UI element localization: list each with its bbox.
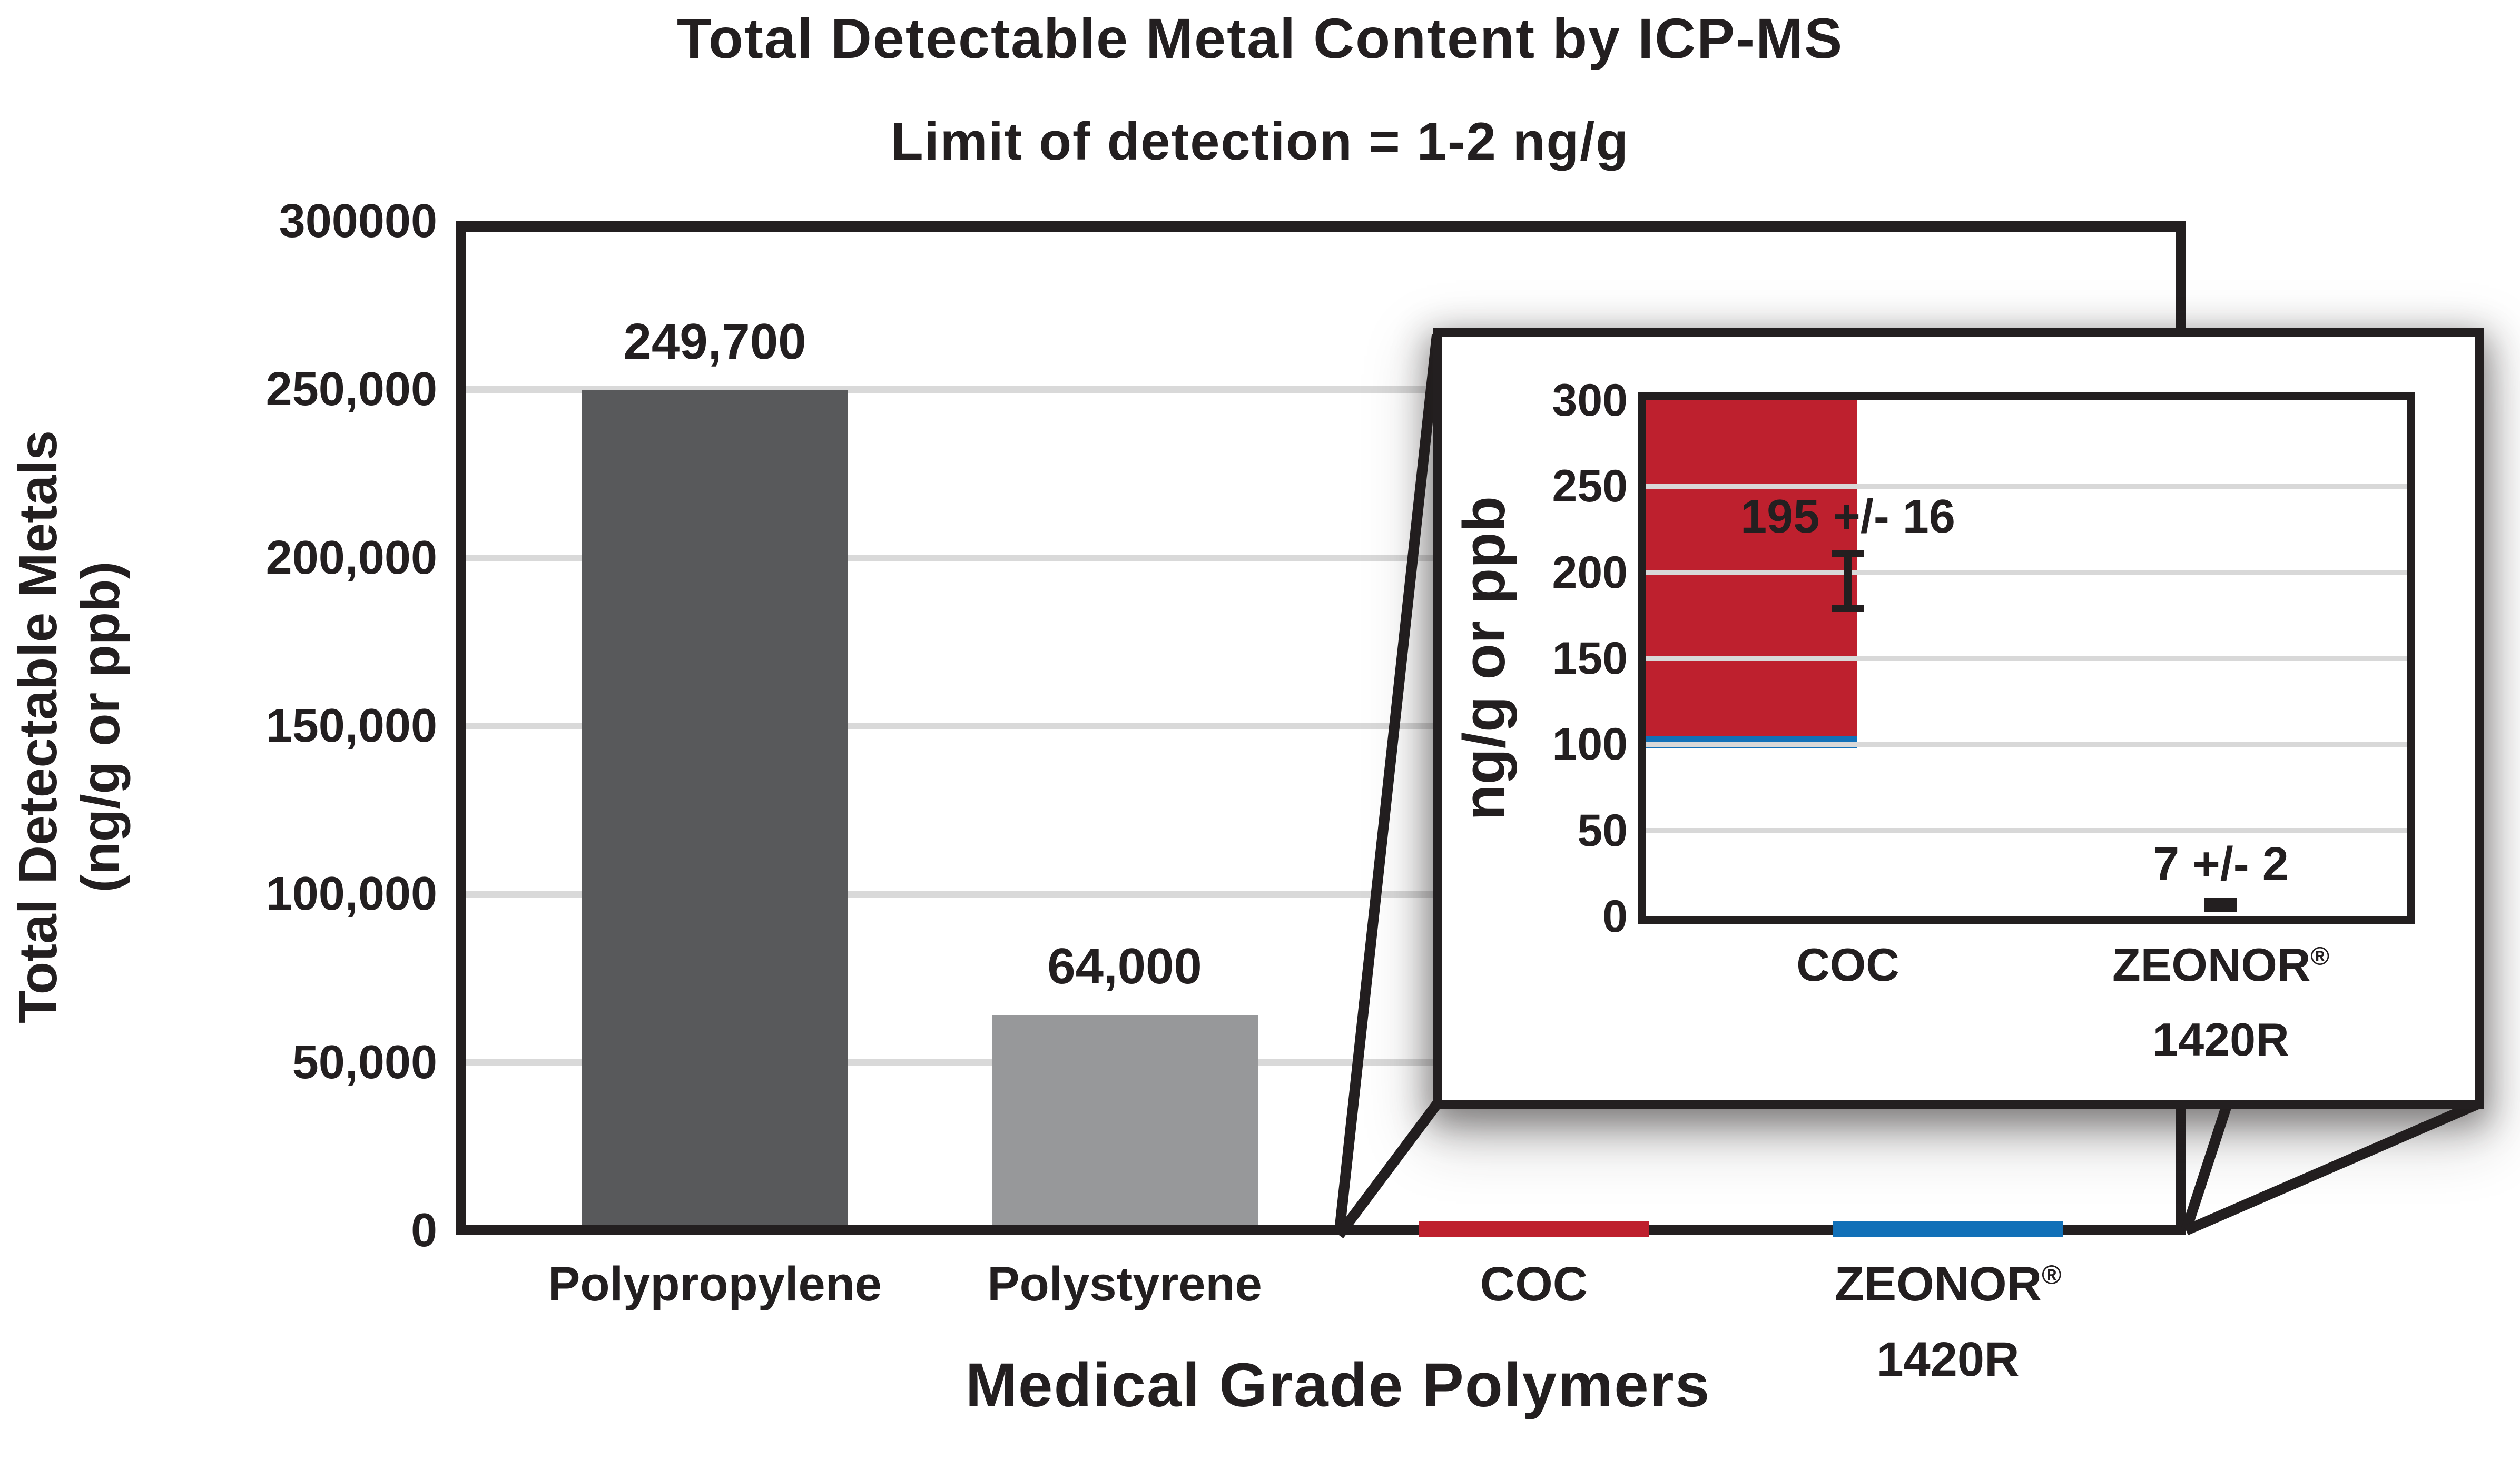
y-tick-label: 50,000 bbox=[292, 1036, 437, 1089]
inset-y-tick-label: 50 bbox=[1577, 805, 1628, 856]
x-tick-label: ZEONOR® bbox=[1834, 1257, 2062, 1311]
callout-line-left-bottom bbox=[1334, 1101, 1442, 1238]
bar-polystyrene bbox=[991, 1015, 1258, 1230]
inset-x-tick-label: COC bbox=[1796, 939, 1899, 991]
inset-y-tick-label: 100 bbox=[1552, 719, 1628, 770]
inset-gridline bbox=[1646, 656, 2407, 661]
inset-bar-value-label: 7 +/- 2 bbox=[2153, 837, 2289, 891]
bar-value-label: 249,700 bbox=[623, 313, 806, 370]
bar-polypropylene bbox=[582, 390, 848, 1230]
x-tick-label: Polystyrene bbox=[987, 1257, 1262, 1311]
inset-bar-coc bbox=[1646, 400, 1857, 736]
y-tick-label: 300000 bbox=[279, 195, 437, 248]
bar-coc bbox=[1419, 1221, 1649, 1237]
error-bar-cap-top bbox=[2204, 897, 2237, 905]
error-bar-stem bbox=[1844, 553, 1852, 609]
inset-gridline bbox=[1646, 827, 2407, 833]
error-bar-cap-bottom bbox=[2204, 904, 2237, 912]
inset-plot-frame bbox=[1638, 392, 2415, 924]
x-tick-label: 1420R bbox=[1876, 1333, 2020, 1386]
error-bar-cap-bottom bbox=[1832, 605, 1864, 613]
y-tick-label: 100,000 bbox=[265, 867, 437, 921]
chart-title: Total Detectable Metal Content by ICP-MS bbox=[676, 6, 1844, 70]
callout-line-left-top bbox=[1334, 334, 1442, 1236]
inset-gridline bbox=[1646, 569, 2407, 575]
inset-bar-value-label: 195 +/- 16 bbox=[1740, 490, 1955, 543]
inset-y-tick-label: 0 bbox=[1602, 891, 1628, 942]
x-tick-label: Polypropylene bbox=[548, 1257, 882, 1311]
error-bar-cap-top bbox=[1832, 549, 1864, 557]
inset-gridline bbox=[1646, 484, 2407, 489]
bar-zeonor-1420r bbox=[1833, 1221, 2063, 1237]
chart-subtitle: Limit of detection = 1-2 ng/g bbox=[891, 112, 1629, 171]
inset-y-tick-label: 250 bbox=[1552, 461, 1628, 512]
callout-line-right-bottom bbox=[2184, 1099, 2480, 1236]
inset-x-tick-label: ZEONOR® bbox=[2112, 939, 2330, 991]
y-tick-label: 150,000 bbox=[265, 699, 437, 752]
bar-value-label: 64,000 bbox=[1047, 938, 1202, 994]
y-tick-label: 200,000 bbox=[265, 531, 437, 584]
inset-gridline bbox=[1646, 742, 2407, 747]
inset-panel: ng/g or ppb 195 +/- 16 7 +/- 2 0 50 100 150 20… bbox=[1433, 328, 2484, 1109]
y-tick-label: 0 bbox=[410, 1204, 437, 1257]
inset-y-tick-label: 300 bbox=[1552, 375, 1628, 426]
x-tick-label: COC bbox=[1480, 1257, 1588, 1311]
inset-x-tick-label: 1420R bbox=[2152, 1013, 2289, 1066]
inset-y-tick-label: 150 bbox=[1552, 633, 1628, 684]
inset-y-tick-label: 200 bbox=[1552, 547, 1628, 598]
y-tick-label: 250,000 bbox=[265, 363, 437, 416]
x-axis-title: Medical Grade Polymers bbox=[965, 1350, 1711, 1420]
